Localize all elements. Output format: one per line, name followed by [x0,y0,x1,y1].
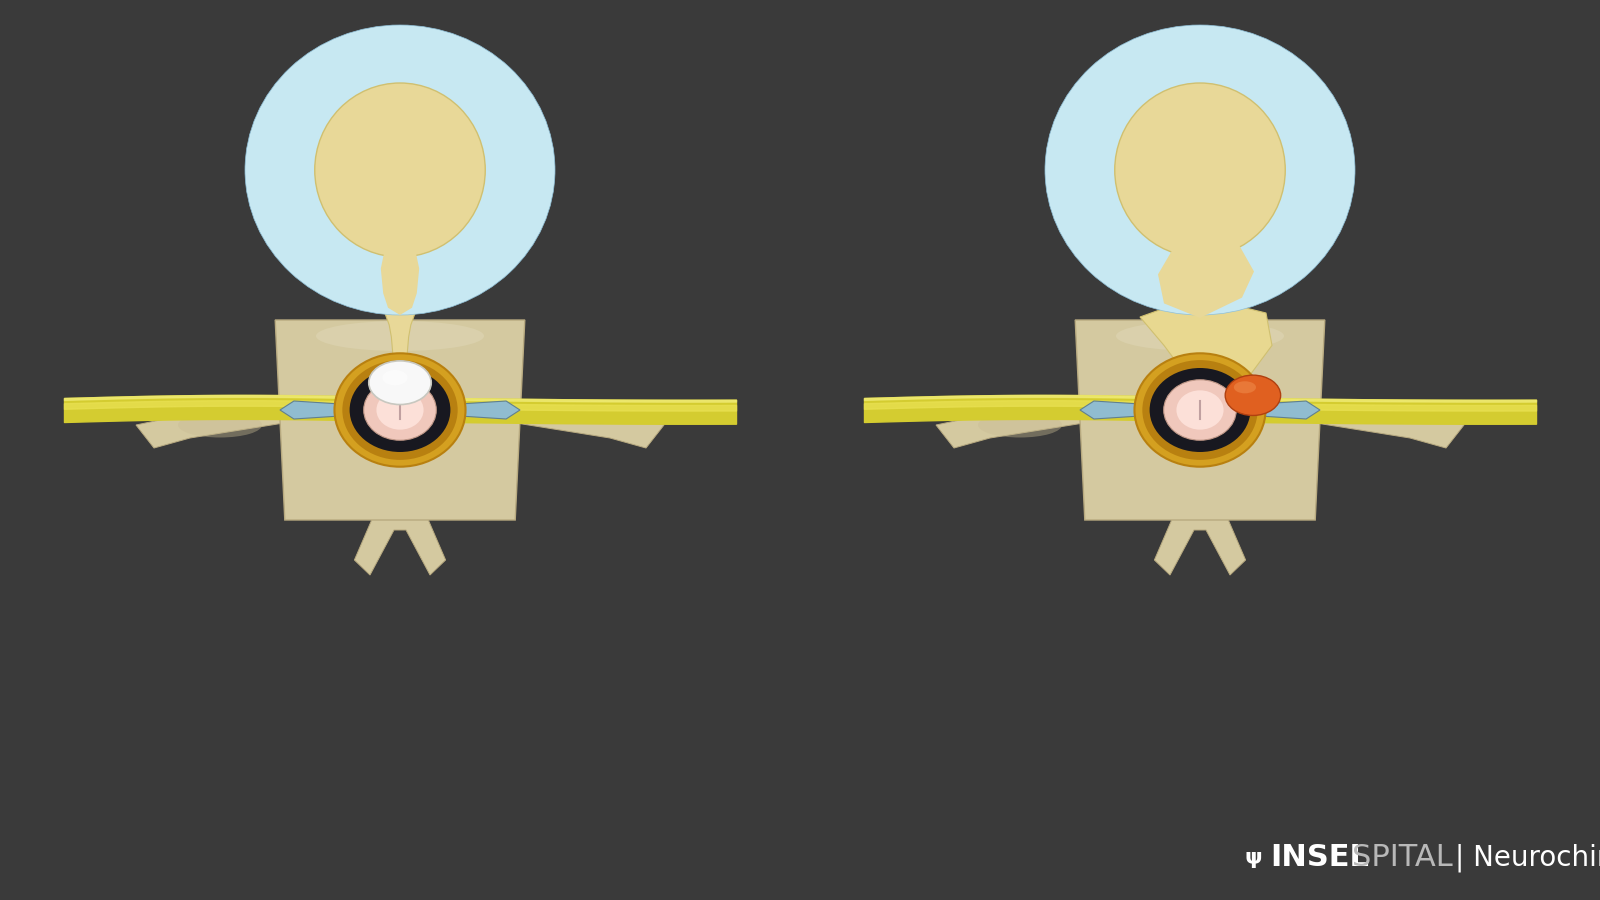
Ellipse shape [1045,25,1355,315]
Ellipse shape [1163,380,1237,440]
Ellipse shape [178,412,262,437]
Ellipse shape [317,93,483,248]
Ellipse shape [1139,113,1261,227]
Text: | Neurochirurgie: | Neurochirurgie [1454,844,1600,872]
Ellipse shape [1234,382,1256,393]
Ellipse shape [1053,32,1347,308]
Text: SPITAL: SPITAL [1352,843,1453,872]
Polygon shape [1075,320,1325,520]
Ellipse shape [1226,375,1280,416]
Ellipse shape [274,52,526,288]
Ellipse shape [354,127,446,213]
Ellipse shape [1074,52,1326,288]
Polygon shape [381,246,419,315]
Ellipse shape [253,32,547,308]
Ellipse shape [978,412,1062,437]
Polygon shape [1254,382,1464,448]
Ellipse shape [1176,391,1224,429]
Polygon shape [136,382,346,448]
Polygon shape [936,382,1146,448]
Ellipse shape [334,354,466,467]
Ellipse shape [1149,368,1251,452]
Polygon shape [280,401,350,419]
Ellipse shape [288,66,512,274]
Ellipse shape [1154,127,1246,213]
Ellipse shape [376,391,424,429]
Ellipse shape [1067,45,1333,294]
Polygon shape [338,375,387,440]
Polygon shape [1158,239,1254,318]
Ellipse shape [310,86,490,254]
Ellipse shape [342,360,458,460]
Ellipse shape [1142,360,1258,460]
Ellipse shape [1110,86,1290,254]
Ellipse shape [346,120,454,220]
Ellipse shape [296,72,504,267]
Polygon shape [1155,438,1245,575]
Ellipse shape [1131,106,1269,234]
Ellipse shape [1088,66,1312,274]
Ellipse shape [1117,93,1283,248]
Ellipse shape [363,380,437,440]
Ellipse shape [379,369,427,402]
Ellipse shape [1102,79,1298,261]
Ellipse shape [1125,99,1275,240]
Polygon shape [1080,401,1149,419]
Polygon shape [413,375,462,440]
Ellipse shape [1134,354,1266,467]
Polygon shape [454,382,664,448]
Polygon shape [1138,375,1187,440]
Text: ψ: ψ [1245,848,1262,868]
Polygon shape [386,313,414,368]
Ellipse shape [368,361,432,404]
Ellipse shape [1059,39,1341,302]
Ellipse shape [1117,321,1283,351]
Ellipse shape [331,106,469,234]
Ellipse shape [350,368,451,452]
Text: INSEL: INSEL [1270,843,1370,872]
Polygon shape [1251,401,1320,419]
Ellipse shape [1115,83,1285,257]
Ellipse shape [302,79,498,261]
Ellipse shape [1096,72,1304,267]
Ellipse shape [282,58,518,281]
Ellipse shape [339,113,461,227]
Polygon shape [275,320,525,520]
Ellipse shape [259,39,541,302]
Polygon shape [1139,305,1272,391]
Ellipse shape [382,370,408,385]
Ellipse shape [245,25,555,315]
Ellipse shape [1146,120,1254,220]
Polygon shape [355,438,445,575]
Polygon shape [451,401,520,419]
Ellipse shape [325,99,475,240]
Polygon shape [1213,375,1262,440]
Ellipse shape [267,45,533,294]
Ellipse shape [317,321,483,351]
Ellipse shape [1082,58,1318,281]
Ellipse shape [315,83,485,257]
